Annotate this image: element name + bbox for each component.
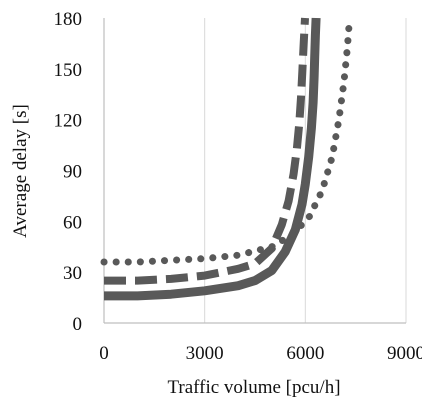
y-tick-label: 60 <box>63 212 82 233</box>
series-layer <box>100 14 354 301</box>
x-axis-title: Traffic volume [pcu/h] <box>167 377 340 398</box>
y-tick-label: 180 <box>54 9 83 30</box>
y-axis-title: Average delay [s] <box>10 104 31 238</box>
axis-layer <box>103 18 406 324</box>
y-tick-label: 90 <box>63 162 82 183</box>
x-tick-label: 6000 <box>286 343 324 364</box>
series-line-dashed <box>104 17 309 285</box>
x-tick-label: 3000 <box>186 343 224 364</box>
series-line-dotted <box>100 14 354 266</box>
y-tick-label: 150 <box>54 60 83 81</box>
series-line-solid <box>104 17 321 301</box>
y-tick-label: 0 <box>73 314 83 335</box>
x-tick-label: 9000 <box>387 343 422 364</box>
tick-layer: 0 3000 6000 9000 0 30 60 90 120 150 180 <box>54 9 422 364</box>
y-tick-label: 30 <box>63 263 82 284</box>
y-tick-label: 120 <box>54 111 83 132</box>
x-tick-label: 0 <box>99 343 109 364</box>
